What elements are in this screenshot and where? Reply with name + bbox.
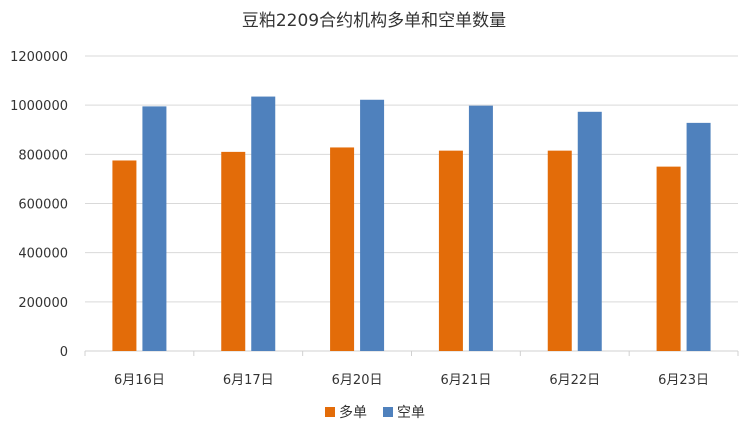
y-tick-label: 800000: [18, 148, 68, 163]
x-tick-label: 6月22日: [549, 373, 600, 388]
legend-swatch: [383, 407, 393, 417]
chart-title: 豆粕2209合约机构多单和空单数量: [242, 11, 506, 31]
bar-short: [577, 111, 602, 351]
bar-short: [686, 122, 711, 351]
y-tick-label: 1200000: [10, 50, 68, 65]
bar-long: [438, 150, 463, 351]
bar-short: [468, 105, 493, 352]
legend: 多单 空单: [325, 404, 425, 421]
x-tick-label: 6月23日: [658, 373, 709, 388]
bar-short: [251, 96, 276, 351]
bar-long: [547, 150, 572, 351]
x-tick-label: 6月21日: [441, 373, 492, 388]
y-tick-label: 400000: [18, 247, 68, 262]
bar-long: [330, 147, 355, 351]
legend-swatch: [325, 407, 335, 417]
bars: [112, 96, 711, 352]
y-axis-ticks: 0 200000 400000 600000 800000 1000000 1200000: [10, 50, 68, 360]
bar-short: [142, 106, 167, 351]
bar-long: [221, 151, 246, 351]
bar-long: [656, 166, 681, 351]
x-tick-label: 6月20日: [332, 373, 383, 388]
legend-label: 空单: [397, 405, 425, 421]
y-tick-label: 200000: [18, 296, 68, 311]
bar-short: [360, 99, 385, 351]
x-tick-label: 6月17日: [223, 373, 274, 388]
bar-long: [112, 160, 137, 351]
x-axis: 6月16日 6月17日 6月20日 6月21日 6月22日 6月23日: [84, 351, 739, 388]
x-tick-label: 6月16日: [114, 373, 165, 388]
legend-label: 多单: [339, 404, 367, 421]
y-tick-label: 1000000: [10, 99, 68, 114]
y-tick-label: 0: [60, 345, 68, 360]
y-tick-label: 600000: [18, 198, 68, 213]
gridlines: [85, 55, 738, 352]
